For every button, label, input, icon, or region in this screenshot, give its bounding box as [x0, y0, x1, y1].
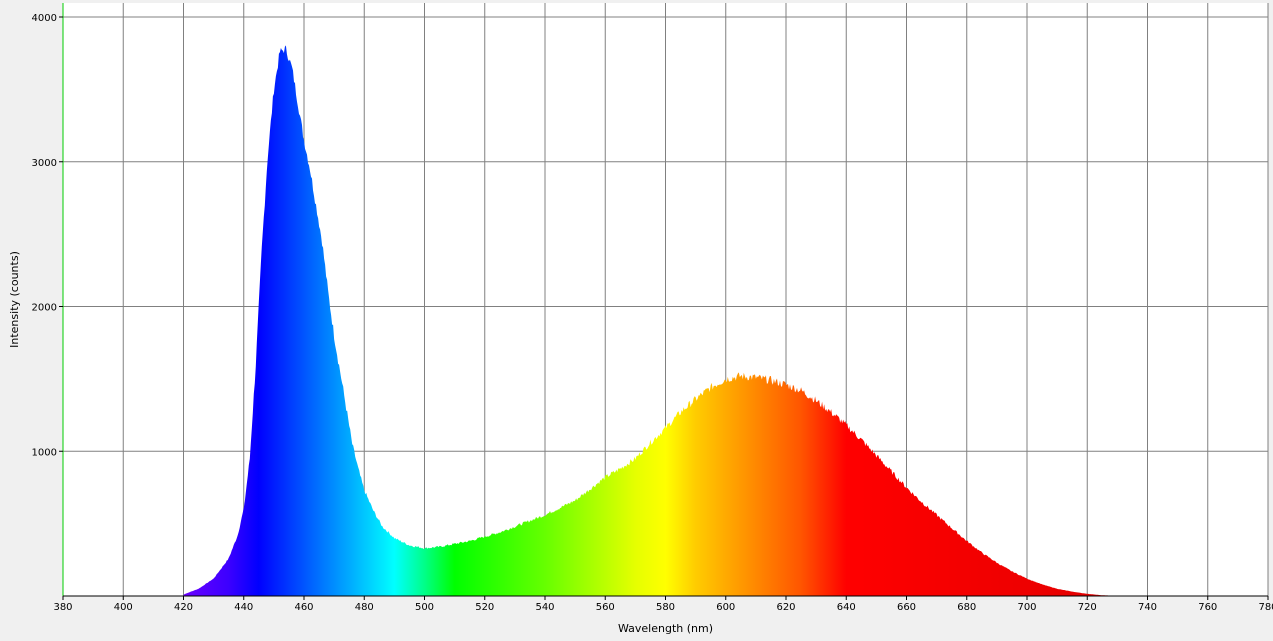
x-tick-label: 640: [837, 602, 856, 613]
x-tick-label: 700: [1017, 602, 1036, 613]
x-tick-label: 780: [1258, 602, 1273, 613]
y-tick-label: 1000: [32, 447, 57, 458]
x-tick-label: 480: [355, 602, 374, 613]
x-tick-label: 460: [294, 602, 313, 613]
x-tick-label: 420: [174, 602, 193, 613]
x-tick-label: 440: [234, 602, 253, 613]
y-tick-label: 4000: [32, 13, 57, 24]
y-axis-title: Intensity (counts): [8, 251, 21, 348]
x-tick-label: 560: [596, 602, 615, 613]
x-tick-label: 660: [897, 602, 916, 613]
x-tick-label: 760: [1198, 602, 1217, 613]
ticks: 380 400 420 440 460 480 500 520 540 560 580 600 620 6…: [32, 13, 1273, 613]
x-tick-label: 540: [535, 602, 554, 613]
x-tick-label: 720: [1078, 602, 1097, 613]
y-tick-label: 2000: [32, 303, 57, 314]
x-axis-title: Wavelength (nm): [618, 622, 713, 635]
x-tick-label: 600: [716, 602, 735, 613]
x-tick-label: 680: [957, 602, 976, 613]
y-tick-label: 3000: [32, 158, 57, 169]
x-tick-label: 740: [1138, 602, 1157, 613]
x-tick-label: 620: [776, 602, 795, 613]
x-tick-label: 500: [415, 602, 434, 613]
spectrum-area: [183, 45, 1127, 596]
x-tick-label: 380: [53, 602, 72, 613]
x-tick-label: 520: [475, 602, 494, 613]
x-tick-label: 400: [114, 602, 133, 613]
x-tick-label: 580: [656, 602, 675, 613]
